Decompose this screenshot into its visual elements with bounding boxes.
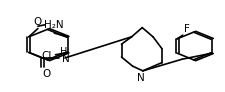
Text: N: N — [137, 73, 145, 83]
Text: O: O — [34, 17, 42, 27]
Text: F: F — [184, 24, 190, 34]
Text: O: O — [43, 69, 51, 79]
Text: H₂N: H₂N — [44, 20, 64, 30]
Text: H: H — [60, 47, 68, 57]
Text: N: N — [62, 54, 70, 64]
Text: Cl: Cl — [41, 51, 52, 61]
